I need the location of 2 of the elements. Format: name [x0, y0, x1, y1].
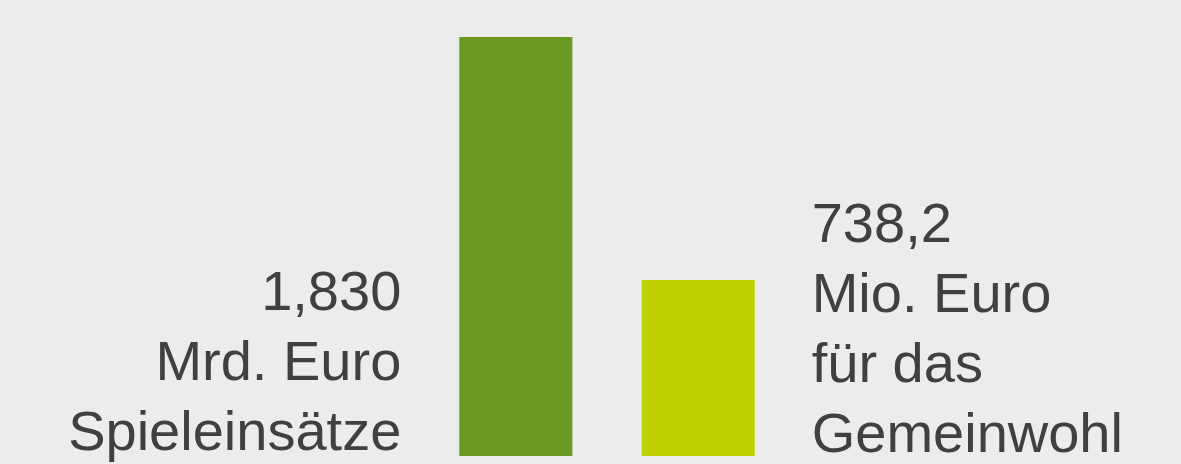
text: 1,830 Mrd. Euro Spieleinsätze [68, 259, 402, 462]
text: 738,2 Mio. Euro für das Gemeinwohl [811, 191, 1123, 464]
